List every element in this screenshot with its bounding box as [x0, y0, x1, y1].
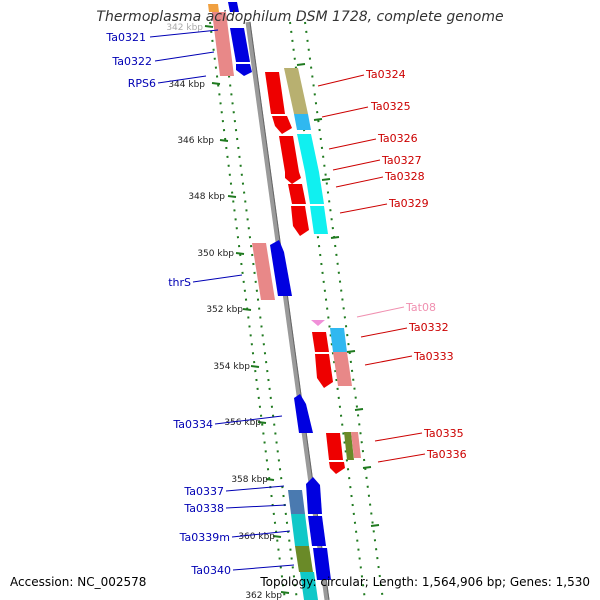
tick-label: 362 kbp	[245, 591, 282, 600]
accession-text: Accession: NC_002578	[10, 575, 147, 589]
gene-label: Tat08	[405, 301, 436, 314]
tick-mark	[250, 365, 260, 368]
gene-ta0335-olive	[344, 432, 354, 460]
tick-mark	[227, 195, 237, 198]
gene-ta0340-olive	[295, 546, 313, 572]
tick-label: 358 kbp	[231, 475, 268, 485]
tick-labels: 342 kbp 344 kbp 346 kbp 348 kbp 350 kbp …	[166, 23, 282, 600]
tick-mark	[296, 63, 306, 66]
gene-ta0332-red	[312, 332, 329, 352]
gene-ta0329-cyan	[310, 206, 328, 234]
gene-label: Ta0334	[172, 418, 213, 431]
tick-mark	[242, 308, 252, 311]
left-leader-lines	[149, 29, 295, 571]
tick-mark	[370, 524, 380, 527]
gene-ta0327-red-arrow	[285, 172, 301, 184]
gene-ta0333-pink	[333, 352, 352, 386]
right-gene-labels: Ta0324 Ta0325 Ta0326 Ta0327 Ta0328 Ta032…	[365, 68, 467, 461]
tick-mark	[313, 118, 323, 121]
topology-summary: Topology: circular; Length: 1,564,906 bp…	[260, 575, 590, 589]
tick-mark	[330, 236, 340, 239]
tick-label: 344 kbp	[168, 80, 205, 90]
gene-orange	[208, 4, 219, 12]
gene-label: Ta0327	[381, 154, 422, 167]
gene-ta0335-red	[326, 433, 343, 460]
tick-mark	[219, 139, 229, 142]
tick-label: 346 kbp	[177, 136, 214, 146]
gene-ta0333-red	[315, 354, 333, 388]
gene-ta0339-blue	[308, 516, 326, 546]
tick-label: 348 kbp	[188, 192, 225, 202]
gene-rps6-arrow	[236, 64, 252, 76]
gene-ta0324-olive	[284, 68, 308, 114]
tick-mark	[211, 82, 221, 85]
tick-label: 352 kbp	[206, 305, 243, 315]
tick-label: 350 kbp	[197, 249, 234, 259]
gene-label: Ta0338	[183, 502, 224, 515]
gene-ta0325-lightblue	[294, 114, 311, 130]
gene-label: Ta0326	[377, 132, 418, 145]
tick-marks	[204, 25, 380, 594]
outer-right-dotted-guide	[304, 21, 384, 600]
gene-label: Ta0340	[190, 564, 231, 577]
gene-bottom-cyan	[300, 572, 318, 600]
gene-rps6-blue	[230, 28, 250, 62]
gene-ta0334-blue	[294, 394, 313, 433]
gene-ta0339-cyan	[291, 514, 309, 546]
left-strand-genes	[208, 2, 331, 600]
gene-label: Ta0337	[183, 485, 224, 498]
gene-tat08-pink	[311, 320, 325, 326]
gene-ta0329-red	[291, 206, 309, 236]
gene-ta0326-red	[279, 136, 299, 172]
tick-mark	[321, 178, 331, 181]
gene-ta0328-cyan	[305, 172, 324, 204]
gene-label: Ta0329	[388, 197, 429, 210]
gene-ta0332-lightblue	[330, 328, 347, 352]
tick-mark	[346, 350, 356, 353]
gene-label: Ta0325	[370, 100, 411, 113]
gene-ta0321-blue	[228, 2, 239, 12]
tick-label: 354 kbp	[213, 362, 250, 372]
tick-mark	[204, 25, 214, 28]
gene-ta0326-cyan	[297, 134, 319, 172]
gene-thrs-blue	[270, 240, 292, 296]
gene-label: Ta0328	[384, 170, 425, 183]
gene-label: Ta0322	[111, 55, 152, 68]
gene-thrs-pink	[252, 243, 275, 300]
gene-ta0322-pink	[212, 12, 234, 76]
gene-label: thrS	[168, 276, 191, 289]
tick-mark	[354, 408, 364, 411]
tick-mark	[272, 535, 282, 538]
tick-label: 342 kbp	[166, 23, 203, 33]
gene-ta0337-steel	[288, 490, 305, 514]
gene-ta0340-blue	[313, 548, 331, 580]
gene-ta0336-red-arrow	[329, 462, 345, 474]
left-gene-labels: Ta0321 Ta0322 RPS6 thrS Ta0334 Ta0337 Ta…	[105, 31, 231, 577]
gene-label: Ta0336	[426, 448, 467, 461]
gene-ta0325-red-arrow	[272, 116, 292, 134]
gene-label: RPS6	[128, 77, 156, 90]
gene-label: Ta0332	[408, 321, 449, 334]
tick-label: 356 kbp	[224, 418, 261, 428]
gene-label: Ta0321	[105, 31, 146, 44]
tick-mark	[257, 421, 267, 424]
right-leader-lines	[317, 74, 426, 463]
tick-mark	[362, 466, 372, 469]
gene-label: Ta0335	[423, 427, 464, 440]
gene-ta0328-red	[288, 184, 306, 204]
gene-label: Ta0333	[413, 350, 454, 363]
map-title: Thermoplasma acidophilum DSM 1728, compl…	[96, 9, 504, 25]
gene-ta0335-pink	[351, 432, 361, 458]
tick-mark	[235, 252, 245, 255]
tick-mark	[280, 591, 290, 594]
gene-label: Ta0324	[365, 68, 406, 81]
gene-ta0324-red	[265, 72, 285, 114]
tick-mark	[265, 478, 275, 481]
right-strand-genes	[265, 68, 361, 474]
tick-label: 360 kbp	[238, 532, 275, 542]
gene-ta0338-blue	[306, 477, 322, 514]
gene-label: Ta0339m	[179, 531, 230, 544]
